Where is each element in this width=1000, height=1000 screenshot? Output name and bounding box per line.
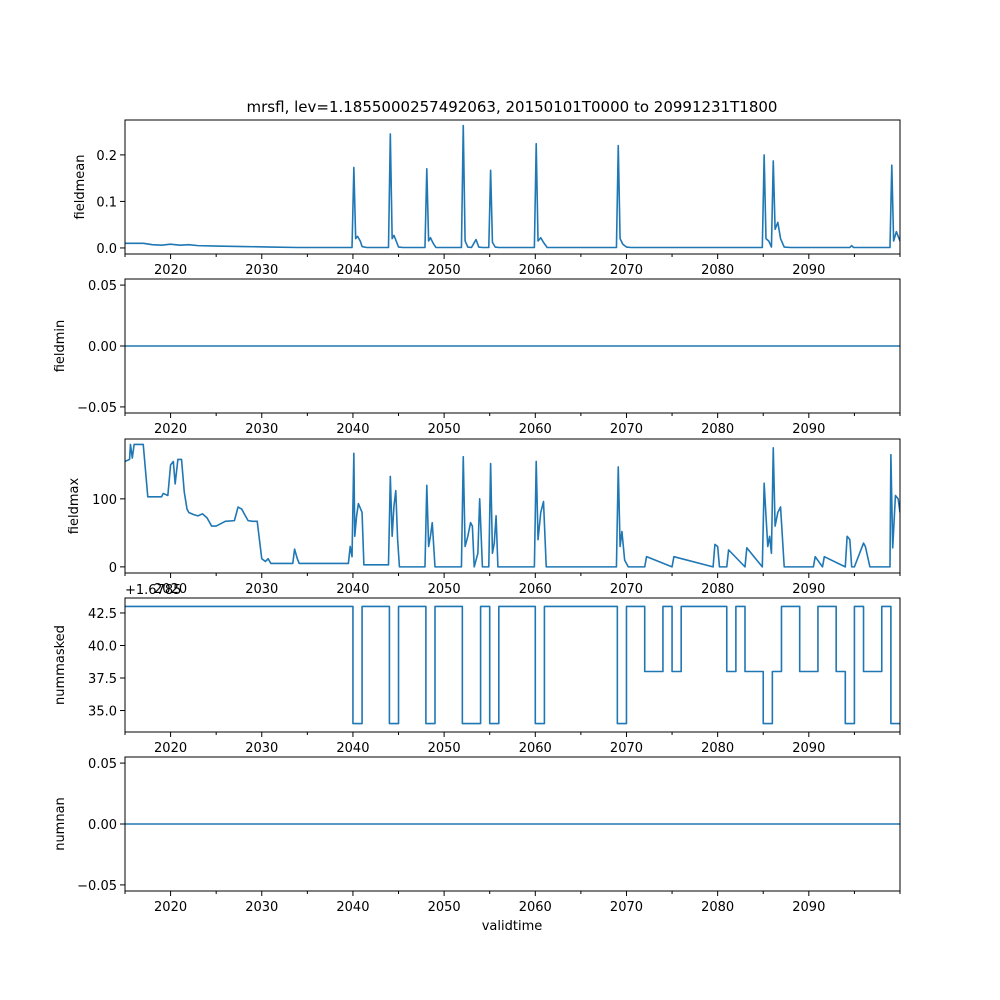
nummasked-x-tick-label: 2090 [792, 741, 825, 756]
fieldmean-x-tick-label: 2030 [245, 263, 278, 278]
fieldmin-x-tick-label: 2050 [428, 422, 461, 437]
fieldmean-axes-frame [124, 119, 901, 255]
fieldmax-y-axis-label: fieldmax [67, 478, 82, 535]
numnan-x-tick-label: 2040 [336, 900, 369, 915]
numnan-x-tick-label: 2020 [154, 900, 187, 915]
fieldmin-y-axis-label: fieldmin [53, 320, 68, 373]
fieldmax-x-tick-label: 2040 [336, 582, 369, 597]
subplot-numnan: 2020 2030 2040 2050 2060 2070 2080 2090 −0.05 0.0… [53, 756, 901, 915]
fieldmin-x-tick-label: 2080 [701, 422, 734, 437]
fieldmean-x-tick-label: 2080 [701, 263, 734, 278]
fieldmean-x-tick-label: 2070 [610, 263, 643, 278]
numnan-x-tick-label: 2080 [701, 900, 734, 915]
nummasked-y-tick-label: 42.5 [88, 607, 117, 622]
nummasked-y-axis-label: nummasked [53, 625, 68, 705]
numnan-y-tick-label: 0.00 [88, 818, 117, 833]
nummasked-x-tick-label: 2040 [336, 741, 369, 756]
fieldmax-y-tick-label: 0 [109, 561, 117, 576]
nummasked-x-tick-label: 2050 [428, 741, 461, 756]
fieldmin-y-tick-label: −0.05 [77, 401, 117, 416]
fieldmax-x-tick-label: 2070 [610, 582, 643, 597]
fieldmax-axes-frame [124, 438, 901, 574]
nummasked-series-line [125, 605, 900, 725]
subplot-fieldmin: 2020 2030 2040 2050 2060 2070 2080 2090 −0.05 0.0… [53, 278, 901, 437]
subplots: 2020 2030 2040 2050 2060 2070 2080 2090 0.0 0.1 0.… [53, 119, 901, 915]
subplot-fieldmax: 2020 2030 2040 2050 2060 2070 2080 2090 0 100 fiel… [67, 438, 901, 597]
nummasked-y-tick-label: 37.5 [88, 672, 117, 687]
nummasked-x-tick-label: 2070 [610, 741, 643, 756]
fieldmean-y-tick-label: 0.1 [96, 195, 117, 210]
nummasked-x-tick-label: 2080 [701, 741, 734, 756]
nummasked-offset-label: +1.6785 [125, 583, 181, 598]
subplot-nummasked: 2020 2030 2040 2050 2060 2070 2080 2090 35.0 37.5… [53, 583, 901, 756]
fieldmean-y-tick-label: 0.2 [96, 149, 117, 164]
numnan-y-axis-label: numnan [53, 797, 68, 851]
fieldmin-x-tick-label: 2030 [245, 422, 278, 437]
fieldmin-x-tick-label: 2040 [336, 422, 369, 437]
fieldmax-x-tick-label: 2080 [701, 582, 734, 597]
fieldmean-y-tick-label: 0.0 [96, 242, 117, 257]
fieldmax-x-tick-label: 2060 [519, 582, 552, 597]
numnan-x-tick-label: 2070 [610, 900, 643, 915]
numnan-x-tick-label: 2050 [428, 900, 461, 915]
fieldmin-x-tick-label: 2020 [154, 422, 187, 437]
fieldmax-x-tick-label: 2050 [428, 582, 461, 597]
numnan-y-tick-label: −0.05 [77, 879, 117, 894]
fieldmax-x-tick-label: 2030 [245, 582, 278, 597]
fieldmin-x-tick-label: 2070 [610, 422, 643, 437]
fieldmin-y-tick-label: 0.05 [88, 279, 117, 294]
fieldmean-x-tick-label: 2090 [792, 263, 825, 278]
fieldmean-y-axis-label: fieldmean [73, 155, 88, 220]
subplot-fieldmean: 2020 2030 2040 2050 2060 2070 2080 2090 0.0 0.1 0.… [73, 119, 901, 278]
fieldmean-x-tick-label: 2050 [428, 263, 461, 278]
fieldmax-x-tick-label: 2090 [792, 582, 825, 597]
fieldmean-x-tick-label: 2060 [519, 263, 552, 278]
fieldmax-x-tick-label: 2020 [154, 582, 187, 597]
fieldmean-series-line [125, 124, 900, 249]
x-axis-label: validtime [482, 919, 543, 934]
numnan-y-tick-label: 0.05 [88, 757, 117, 772]
numnan-x-tick-label: 2060 [519, 900, 552, 915]
nummasked-x-tick-label: 2020 [154, 741, 187, 756]
fieldmax-series-line [125, 443, 900, 568]
chart-title: mrsfl, lev=1.1855000257492063, 20150101T… [247, 98, 778, 116]
fieldmin-x-tick-label: 2060 [519, 422, 552, 437]
fieldmax-y-tick-label: 100 [92, 493, 117, 508]
nummasked-x-tick-label: 2030 [245, 741, 278, 756]
nummasked-y-tick-label: 35.0 [88, 705, 117, 720]
nummasked-x-tick-label: 2060 [519, 741, 552, 756]
fieldmin-x-tick-label: 2090 [792, 422, 825, 437]
nummasked-axes-frame [124, 597, 901, 733]
numnan-x-tick-label: 2090 [792, 900, 825, 915]
nummasked-y-tick-label: 40.0 [88, 639, 117, 654]
fieldmean-x-tick-label: 2020 [154, 263, 187, 278]
numnan-x-tick-label: 2030 [245, 900, 278, 915]
fieldmin-y-tick-label: 0.00 [88, 340, 117, 355]
fieldmean-x-tick-label: 2040 [336, 263, 369, 278]
